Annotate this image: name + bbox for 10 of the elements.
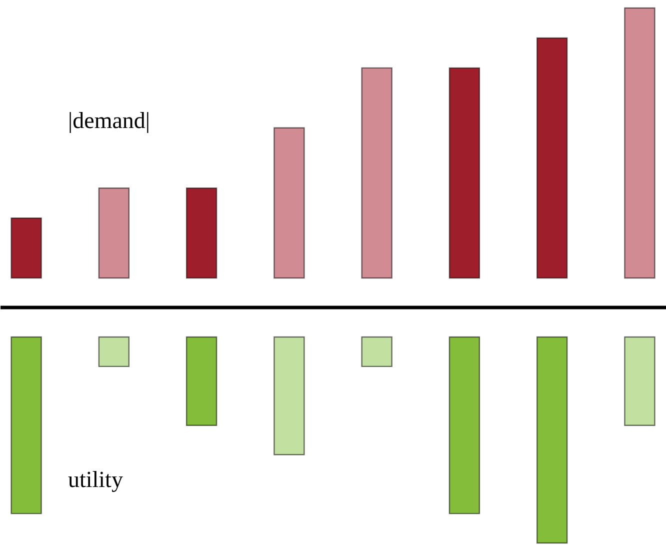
bar xyxy=(448,67,480,279)
bar xyxy=(98,187,130,279)
bar xyxy=(536,37,568,279)
bar xyxy=(624,7,656,279)
bar xyxy=(186,187,218,279)
bar xyxy=(361,67,392,279)
bar xyxy=(10,217,42,279)
annotation: utility xyxy=(68,467,124,492)
annotation: |demand| xyxy=(68,108,150,133)
bar xyxy=(274,127,305,279)
